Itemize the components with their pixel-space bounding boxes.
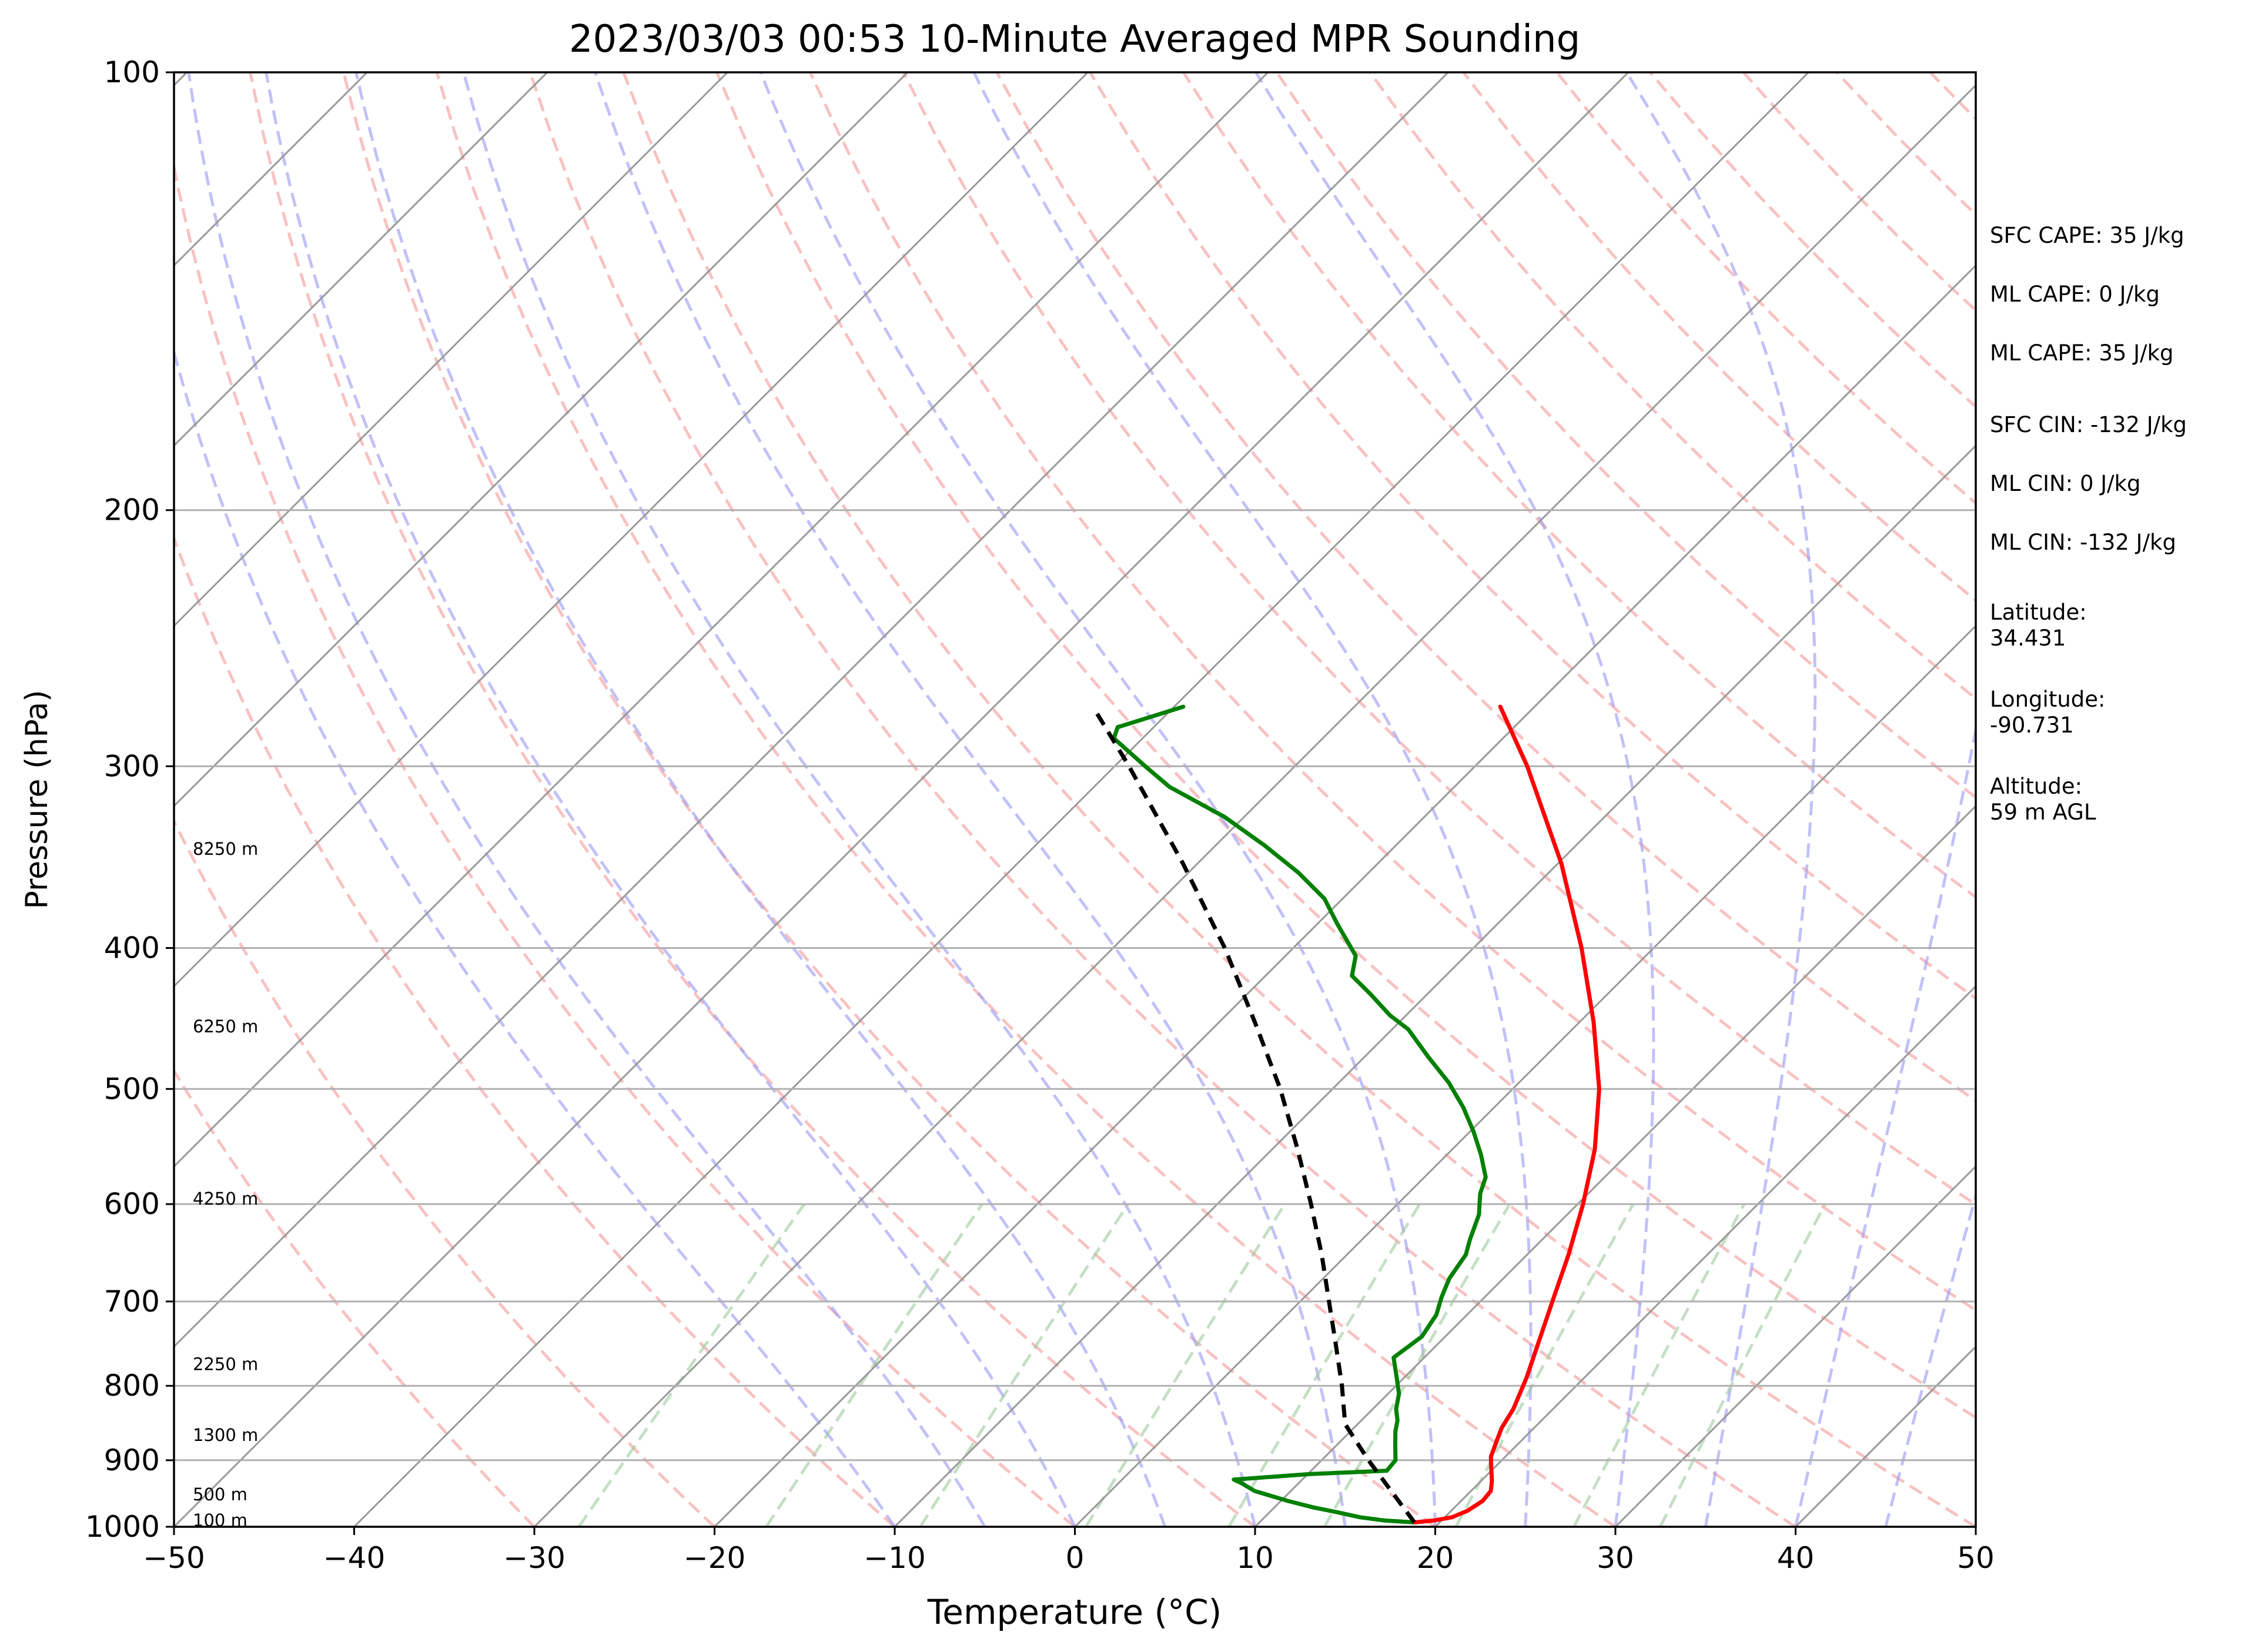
y-tick-label: 900 xyxy=(104,1443,160,1477)
stat-line: SFC CIN: -132 J/kg xyxy=(1990,412,2187,437)
location-value: 59 m AGL xyxy=(1990,800,2096,825)
y-tick-label: 1000 xyxy=(85,1510,160,1544)
height-label: 8250 m xyxy=(193,839,258,859)
y-tick-label: 100 xyxy=(104,55,160,89)
moist-adiabat-line xyxy=(1884,1191,1976,1527)
moist-adiabat-line xyxy=(594,72,1347,1527)
height-label: 500 m xyxy=(193,1484,247,1504)
height-label: 100 m xyxy=(193,1510,247,1530)
dry-adiabat-line xyxy=(528,72,1796,1527)
height-labels: 100 m 500 m 1300 m 2250 m 4250 m 6250 m 8250 m xyxy=(193,839,258,1530)
chart-title: 2023/03/03 00:53 10-Minute Averaged MPR … xyxy=(569,18,1580,61)
moist-adiabat-line xyxy=(174,346,896,1527)
isotherm-line xyxy=(174,72,909,808)
y-tick-label: 200 xyxy=(104,493,160,527)
x-axis-ticks: −50 −40 −30 −20 −10 0 10 20 30 40 50 xyxy=(143,1527,1995,1575)
location-label: Longitude: xyxy=(1990,687,2106,712)
x-tick-label: 20 xyxy=(1417,1541,1454,1575)
moist-adiabat-line xyxy=(1794,723,1976,1527)
dry-adiabat-line xyxy=(1089,72,1976,1001)
location-label: Altitude: xyxy=(1990,774,2082,799)
parcel-profile-line xyxy=(1093,710,1416,1524)
isotherm-line xyxy=(174,72,1089,988)
moist-adiabat-line xyxy=(1625,72,1817,1527)
x-tick-label: −10 xyxy=(864,1541,926,1575)
dry-adiabat-line xyxy=(174,534,896,1527)
x-tick-label: 30 xyxy=(1597,1541,1634,1575)
y-axis-label: Pressure (hPa) xyxy=(19,690,55,909)
moist-adiabat-line xyxy=(187,72,986,1527)
isotherm-line xyxy=(174,72,548,447)
isotherm-line xyxy=(714,264,1976,1527)
moist-adiabat-line xyxy=(759,72,1437,1527)
height-label: 2250 m xyxy=(193,1354,258,1374)
y-tick-label: 800 xyxy=(104,1369,160,1403)
x-tick-label: −50 xyxy=(143,1541,205,1575)
x-tick-label: 10 xyxy=(1236,1541,1274,1575)
dewpoint-profile-line xyxy=(1112,704,1488,1524)
dry-adiabat-line xyxy=(1182,72,1976,899)
isotherm-line xyxy=(1254,804,1976,1527)
isotherm-line xyxy=(1614,1165,1976,1527)
mixing-ratio-line xyxy=(919,1203,1130,1527)
dry-adiabat-line xyxy=(1369,72,1976,701)
profile-series xyxy=(1093,704,1601,1524)
mixing-ratio-line xyxy=(1085,1203,1286,1527)
mixing-ratio-line xyxy=(765,1203,983,1527)
y-tick-label: 700 xyxy=(104,1285,160,1319)
stat-line: ML CIN: -132 J/kg xyxy=(1990,530,2176,555)
isotherm-line xyxy=(1434,985,1976,1527)
x-tick-label: 40 xyxy=(1777,1541,1815,1575)
dry-adiabat-line xyxy=(249,72,1256,1527)
moist-adiabat-line xyxy=(265,72,1076,1527)
dry-adiabat-line xyxy=(435,72,1617,1527)
dry-adiabat-line xyxy=(808,72,1976,1312)
y-tick-label: 600 xyxy=(104,1187,160,1221)
stat-line: ML CAPE: 0 J/kg xyxy=(1990,282,2160,307)
isotherm-line xyxy=(174,72,1630,1527)
sounding-stats: SFC CAPE: 35 J/kg ML CAPE: 0 J/kg ML CAPE:… xyxy=(1990,223,2187,825)
y-tick-label: 500 xyxy=(104,1072,160,1106)
isotherm-line xyxy=(353,72,1809,1527)
dry-adiabat-line xyxy=(342,72,1436,1527)
dry-adiabat-line xyxy=(715,72,1976,1420)
moist-adiabat-line xyxy=(972,72,1533,1527)
stat-line: SFC CAPE: 35 J/kg xyxy=(1990,223,2184,248)
temperature-profile-line xyxy=(1412,704,1601,1524)
x-axis-label: Temperature (°C) xyxy=(927,1592,1222,1632)
moist-adiabat-line xyxy=(354,72,1167,1527)
dry-adiabat-line xyxy=(622,72,1976,1527)
height-label: 1300 m xyxy=(193,1425,258,1445)
isotherm-line xyxy=(174,72,728,627)
y-tick-label: 300 xyxy=(104,749,160,783)
isotherm-line xyxy=(894,444,1976,1527)
stat-line: ML CIN: 0 J/kg xyxy=(1990,471,2141,496)
location-value: 34.431 xyxy=(1990,626,2066,651)
x-tick-label: −40 xyxy=(323,1541,386,1575)
location-value: -90.731 xyxy=(1990,713,2074,738)
isotherm-line xyxy=(533,83,1976,1527)
dry-adiabat-line xyxy=(174,159,1076,1527)
x-tick-label: 50 xyxy=(1957,1541,1995,1575)
height-label: 4250 m xyxy=(193,1189,258,1209)
x-tick-label: −30 xyxy=(503,1541,566,1575)
isotherm-line xyxy=(174,72,1269,1168)
x-tick-label: 0 xyxy=(1066,1541,1085,1575)
stat-line: ML CAPE: 35 J/kg xyxy=(1990,340,2174,366)
height-label: 6250 m xyxy=(193,1016,258,1036)
y-axis-ticks: 100 200 300 400 500 600 700 800 900 1000 xyxy=(85,55,174,1544)
dry-adiabat-line xyxy=(902,72,1976,1207)
isotherm-line xyxy=(1074,624,1976,1527)
mixing-ratio-line xyxy=(1227,1203,1421,1527)
y-tick-label: 400 xyxy=(104,931,160,965)
x-tick-label: −20 xyxy=(684,1541,746,1575)
location-label: Latitude: xyxy=(1990,600,2087,625)
dry-adiabat-line xyxy=(174,1068,536,1527)
isotherm-line xyxy=(174,72,1449,1348)
